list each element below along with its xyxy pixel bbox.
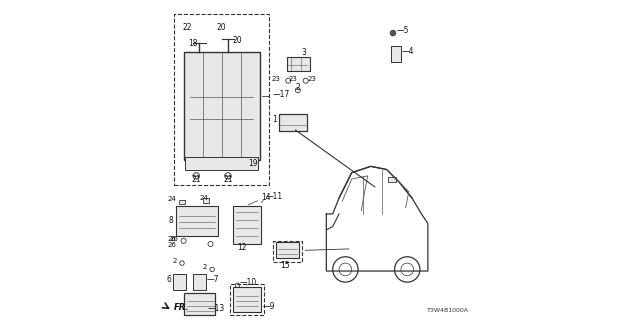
Text: 23: 23 (307, 76, 316, 82)
FancyBboxPatch shape (175, 206, 218, 236)
Text: 21: 21 (223, 175, 233, 184)
FancyBboxPatch shape (287, 57, 310, 71)
FancyBboxPatch shape (233, 206, 261, 244)
Text: 21: 21 (191, 175, 201, 184)
Text: 23: 23 (289, 76, 298, 82)
FancyBboxPatch shape (388, 178, 396, 182)
FancyBboxPatch shape (179, 200, 185, 204)
Text: 20: 20 (217, 23, 227, 32)
FancyBboxPatch shape (185, 157, 258, 170)
Text: —7: —7 (207, 275, 219, 284)
Text: 2: 2 (173, 258, 177, 264)
Text: 22: 22 (182, 23, 191, 32)
FancyBboxPatch shape (184, 52, 260, 160)
Text: 1: 1 (273, 115, 277, 124)
Text: —9: —9 (263, 302, 275, 311)
Text: —11: —11 (266, 192, 283, 201)
Text: —4: —4 (401, 47, 414, 56)
Text: 12: 12 (237, 244, 247, 252)
Text: 19: 19 (248, 159, 259, 168)
Text: 2: 2 (296, 83, 300, 92)
Text: 26: 26 (170, 236, 179, 242)
Text: 6: 6 (167, 275, 172, 284)
FancyBboxPatch shape (193, 274, 206, 290)
FancyBboxPatch shape (184, 293, 215, 316)
Text: T3W4B1000A: T3W4B1000A (427, 308, 469, 313)
FancyBboxPatch shape (173, 274, 186, 290)
Text: 14: 14 (261, 193, 271, 202)
FancyBboxPatch shape (279, 114, 307, 132)
Text: 24: 24 (168, 196, 177, 202)
Text: —5: —5 (397, 26, 409, 35)
Text: 20: 20 (233, 36, 243, 44)
FancyBboxPatch shape (203, 198, 209, 203)
Text: 8: 8 (169, 216, 173, 226)
Text: 3: 3 (301, 48, 306, 57)
Circle shape (390, 30, 396, 36)
Text: 2: 2 (203, 264, 207, 270)
FancyBboxPatch shape (233, 287, 261, 312)
Text: —10: —10 (240, 278, 257, 287)
Text: 23: 23 (271, 76, 280, 82)
Text: 26: 26 (168, 236, 177, 242)
Text: —13: —13 (207, 304, 225, 313)
Text: —17: —17 (273, 90, 291, 99)
Text: 15: 15 (280, 261, 290, 270)
FancyBboxPatch shape (392, 46, 401, 62)
Text: FR.: FR. (173, 303, 189, 312)
Text: 24: 24 (200, 195, 209, 201)
Text: 26: 26 (168, 242, 177, 248)
FancyBboxPatch shape (276, 243, 300, 258)
Text: 18: 18 (188, 39, 197, 48)
